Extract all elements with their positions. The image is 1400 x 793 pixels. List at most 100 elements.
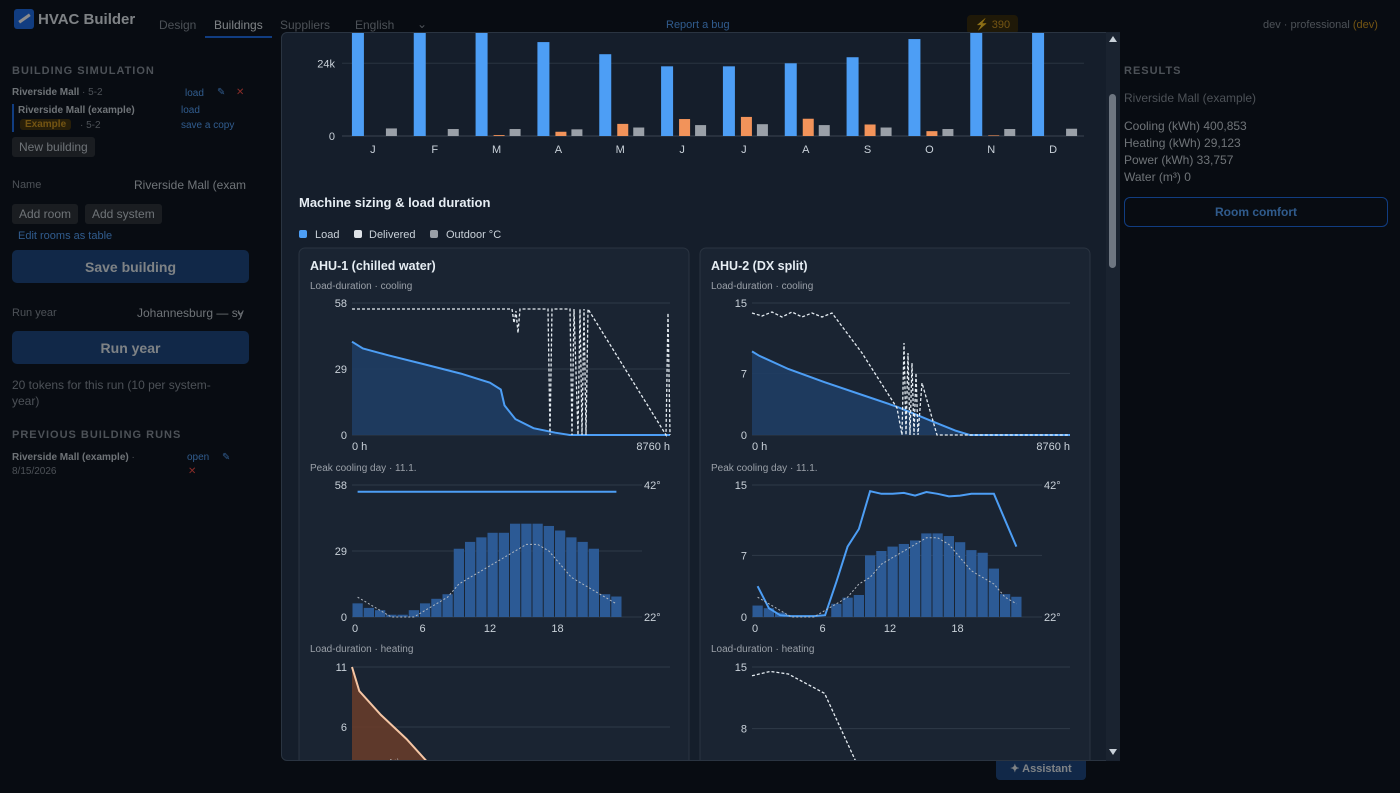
load-line xyxy=(351,340,670,436)
card-ahu-1-title: AHU-1 (chilled water) xyxy=(310,259,436,273)
load-line xyxy=(751,350,1070,436)
bar xyxy=(988,568,999,617)
bar xyxy=(475,33,488,136)
load-area xyxy=(752,351,1070,435)
modal-scrollbar[interactable] xyxy=(1106,32,1120,761)
bar xyxy=(784,63,797,137)
bar xyxy=(510,523,521,617)
modal-canvas: 24k 0 J F M A M J J A S O N D Machine sizing & load d… xyxy=(298,33,1091,760)
load-link[interactable]: load xyxy=(185,88,204,99)
y-tick-label: 29 xyxy=(335,364,347,376)
bar xyxy=(977,552,988,617)
bar xyxy=(476,537,487,617)
y-tick-label: 11 xyxy=(336,662,347,674)
bar xyxy=(385,128,397,136)
app-logo[interactable]: HVAC Builder xyxy=(14,9,135,29)
y2-tick-label: 42° xyxy=(644,480,661,492)
x-tick-label: 12 xyxy=(484,623,496,635)
y-tick-label: 58 xyxy=(335,480,347,492)
legend-swatch-delivered xyxy=(354,230,362,238)
new-building-button[interactable]: New building xyxy=(12,137,95,157)
top-bar: HVAC Builder Design Buildings Suppliers … xyxy=(0,0,1400,42)
y-tick-label: 8 xyxy=(741,724,747,736)
bar xyxy=(633,127,645,136)
edit-rooms-table-link[interactable]: Edit rooms as table xyxy=(18,230,113,242)
bar xyxy=(571,129,583,136)
legend-delivered: Delivered xyxy=(369,229,415,241)
heating-area xyxy=(352,667,426,760)
legend-swatch-load xyxy=(299,230,307,238)
ahu-1-load-duration-heating-chart: 6 11 xyxy=(336,662,670,760)
nav-design[interactable]: Design xyxy=(159,18,197,32)
open-run-link[interactable]: open xyxy=(187,452,210,463)
token-note: 20 tokens for this run (10 per system-ye… xyxy=(12,378,211,408)
y-tick-label: 7 xyxy=(741,368,747,380)
water-value: Water (m³) 0 xyxy=(1124,170,1191,184)
add-system-button[interactable]: Add system xyxy=(85,204,162,224)
nav-buildings[interactable]: Buildings xyxy=(205,18,272,38)
delivered-line xyxy=(352,306,671,438)
results-building: Riverside Mall (example) xyxy=(1124,91,1257,105)
previous-run-name: Riverside Mall (example) xyxy=(12,452,129,463)
card-ahu-1-peak-label: Peak cooling day · 11.1. xyxy=(310,463,417,474)
section-title: BUILDING SIMULATION xyxy=(12,65,155,77)
run-year-button[interactable]: Run year xyxy=(12,331,249,364)
chevron-down-icon: ⌄ xyxy=(416,17,427,31)
bar xyxy=(722,66,735,136)
previous-runs-title: PREVIOUS BUILDING RUNS xyxy=(12,429,182,441)
delete-icon[interactable]: ✕ xyxy=(236,87,245,98)
name-input[interactable]: Riverside Mall (exam xyxy=(134,178,247,192)
language-select[interactable]: English ⌄ xyxy=(355,17,429,32)
report-bug-link[interactable]: Report a bug xyxy=(666,19,730,31)
delete-run-icon[interactable]: ✕ xyxy=(188,466,197,477)
save-copy-link[interactable]: save a copy xyxy=(181,120,235,131)
y-tick-label: 0 xyxy=(329,131,335,143)
legend-outdoor: Outdoor °C xyxy=(446,229,501,241)
bar xyxy=(846,57,859,137)
outdoor-line xyxy=(357,543,617,618)
delivered-line xyxy=(756,490,1018,618)
save-building-button[interactable]: Save building xyxy=(12,250,249,283)
edit-icon[interactable]: ✎ xyxy=(217,87,226,98)
edit-run-icon[interactable]: ✎ xyxy=(222,452,231,463)
y-tick-label: 7 xyxy=(741,550,747,562)
bar xyxy=(988,135,1000,136)
bar xyxy=(431,598,442,617)
bar xyxy=(740,116,752,136)
add-room-button[interactable]: Add room xyxy=(12,204,79,224)
bar xyxy=(588,548,599,617)
example-load-link[interactable]: load xyxy=(181,105,200,116)
scroll-thumb[interactable] xyxy=(1109,94,1116,268)
example-name[interactable]: Riverside Mall (example) xyxy=(18,105,135,116)
x-tick-label: 8760 h xyxy=(1036,441,1070,453)
logo-icon xyxy=(14,9,34,29)
x-tick-label: 18 xyxy=(951,623,963,635)
scroll-down-icon[interactable] xyxy=(1109,749,1117,755)
bar xyxy=(352,603,363,617)
card-ahu-1: AHU-1 (chilled water) Load-duration · co… xyxy=(298,247,690,760)
ahu-1-load-duration-cooling-chart: 0 29 58 0 h 8760 h xyxy=(335,298,671,453)
bar xyxy=(943,536,954,617)
room-comfort-button[interactable]: Room comfort xyxy=(1124,197,1388,227)
bar xyxy=(521,523,532,617)
dev-plan: dev · professional xyxy=(1263,19,1350,31)
scroll-up-icon[interactable] xyxy=(1109,36,1117,42)
bar xyxy=(498,532,509,617)
bar xyxy=(413,33,426,136)
bar xyxy=(555,530,566,617)
card-ahu-2-ldcool-label: Load-duration · cooling xyxy=(711,281,813,292)
x-tick-label: A xyxy=(555,144,563,156)
bar xyxy=(661,66,674,136)
x-tick-label: 12 xyxy=(884,623,896,635)
bar xyxy=(842,597,853,617)
x-tick-label: 8760 h xyxy=(636,441,670,453)
ahu-1-peak-day-chart: 0 29 58 0 6 12 18 22° 42° xyxy=(335,480,661,635)
run-year-select[interactable]: Johannesburg — sy ⌄ xyxy=(137,304,249,320)
y-tick-label: 15 xyxy=(735,298,747,310)
card-ahu-2-title: AHU-2 (DX split) xyxy=(711,259,808,273)
legend-swatch-outdoor xyxy=(430,230,438,238)
bar xyxy=(756,124,768,136)
nav-suppliers[interactable]: Suppliers xyxy=(280,18,331,32)
bar xyxy=(487,532,498,617)
bar xyxy=(876,551,887,617)
